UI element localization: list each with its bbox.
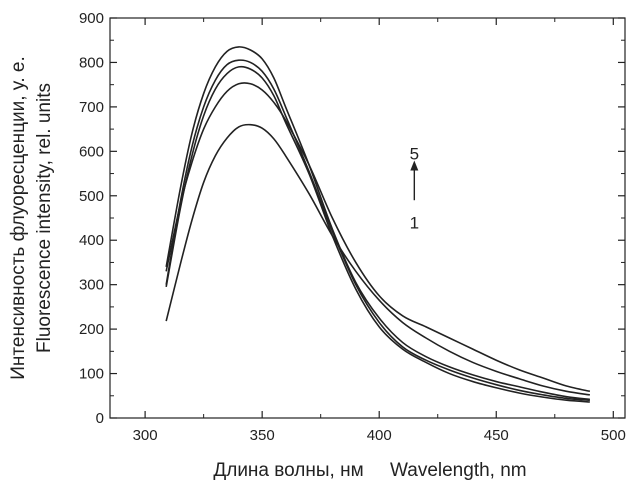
annotation-label-1: 1: [410, 213, 419, 232]
annotation-layer: 51: [410, 145, 419, 233]
y-tick-label-100: 100: [79, 366, 104, 383]
axis-ticks: [110, 17, 625, 419]
y-axis-title-line2: Fluorescence intensity, rel. units: [34, 83, 55, 353]
y-tick-label-400: 400: [79, 232, 104, 249]
y-tick-label-900: 900: [79, 10, 104, 27]
y-tick-label-200: 200: [79, 321, 104, 338]
axis-tick-labels: 300 350 400 450 500 0 100 200 300 400 500 600 700 800…: [79, 10, 626, 444]
x-tick-label-450: 450: [484, 427, 509, 444]
series-line-5: [165, 46, 590, 401]
x-tick-label-400: 400: [367, 427, 392, 444]
x-tick-label-500: 500: [601, 427, 626, 444]
y-tick-label-700: 700: [79, 99, 104, 116]
y-tick-label-600: 600: [79, 143, 104, 160]
plot-frame: [109, 17, 626, 419]
annotation-label-5: 5: [410, 145, 419, 164]
x-tick-label-350: 350: [250, 427, 275, 444]
series-line-4: [165, 59, 590, 402]
y-tick-label-800: 800: [79, 54, 104, 71]
y-tick-label-0: 0: [96, 410, 104, 427]
series-line-1: [165, 123, 591, 396]
y-axis-title-line1: Интенсивность флуоресценции, у. е.: [8, 56, 29, 380]
annotation-arrow-head: [410, 160, 419, 171]
x-tick-label-300: 300: [133, 427, 158, 444]
y-tick-label-500: 500: [79, 188, 104, 205]
series-line-3: [165, 65, 590, 403]
x-axis-title: Длина волны, нм Wavelength, nm: [213, 460, 526, 481]
series-layer: [165, 46, 591, 403]
y-tick-label-300: 300: [79, 277, 104, 294]
series-line-2: [165, 82, 591, 393]
